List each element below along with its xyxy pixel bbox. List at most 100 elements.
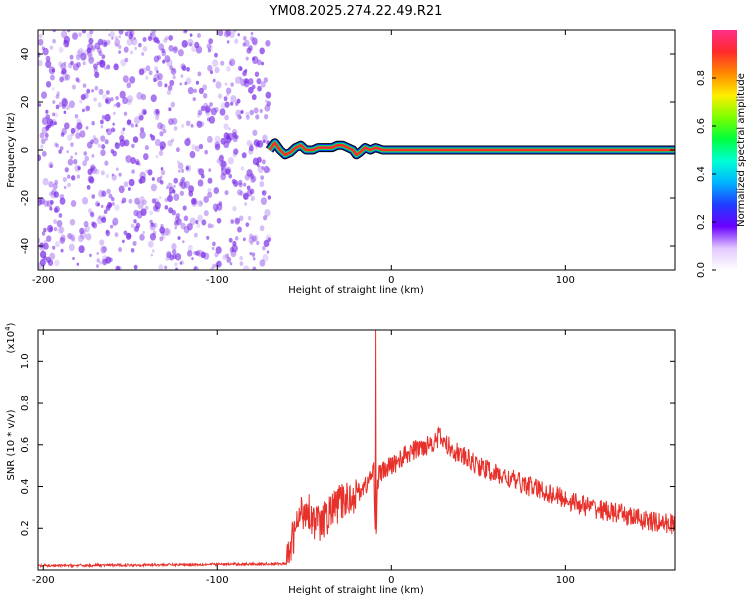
noise-dot [45, 55, 51, 62]
noise-dot [179, 190, 185, 197]
noise-dot [97, 38, 104, 46]
noise-dot [118, 35, 122, 39]
noise-dot [120, 130, 125, 136]
noise-dot [125, 155, 128, 160]
noise-dot [186, 223, 193, 231]
noise-dot [111, 196, 115, 202]
noise-dot [209, 70, 214, 75]
noise-dot [47, 224, 54, 233]
noise-dot [214, 52, 218, 58]
noise-dot [168, 118, 174, 126]
noise-dot [150, 94, 157, 103]
noise-dot [52, 245, 56, 250]
noise-dot [151, 249, 155, 253]
noise-dot [191, 197, 197, 205]
noise-dot [207, 223, 212, 229]
noise-dot [58, 213, 63, 218]
noise-dot [207, 64, 213, 72]
snr-scale-close: ) [6, 322, 17, 326]
noise-dot [118, 172, 122, 177]
noise-dot [42, 47, 49, 56]
noise-dot [240, 166, 245, 171]
noise-dot [229, 246, 235, 253]
noise-dot [111, 202, 115, 206]
noise-dot [109, 30, 115, 38]
noise-dot [54, 241, 60, 248]
noise-dot [239, 115, 242, 120]
spectrogram-y-axis: -40 -20 0 20 40 [20, 48, 675, 254]
noise-dot [243, 182, 247, 187]
noise-dot [168, 44, 174, 52]
noise-dot [123, 139, 130, 147]
noise-dot [197, 71, 202, 77]
noise-dot [98, 189, 105, 198]
noise-dot [196, 120, 201, 127]
noise-dot [227, 157, 234, 165]
noise-dot [167, 84, 173, 91]
noise-dot [233, 30, 237, 33]
noise-dot [264, 104, 271, 112]
noise-dot [74, 113, 79, 119]
noise-dot [224, 101, 230, 108]
noise-dot [267, 167, 272, 173]
noise-dot [151, 198, 156, 204]
noise-dot [98, 51, 103, 57]
noise-dot [123, 230, 128, 236]
noise-dot [252, 157, 259, 166]
noise-dot [79, 227, 85, 235]
noise-dot [214, 135, 221, 143]
noise-dot [150, 183, 157, 192]
noise-dot [135, 123, 138, 128]
noise-dot [235, 135, 239, 139]
noise-dot [242, 192, 249, 201]
noise-dot [160, 123, 166, 131]
noise-dot [237, 114, 242, 120]
noise-dot [140, 93, 147, 101]
noise-dot [95, 264, 100, 268]
noise-dot [239, 255, 244, 261]
noise-dot [246, 139, 252, 147]
noise-dot [131, 143, 135, 149]
noise-dot [103, 41, 108, 47]
noise-dot [225, 30, 232, 37]
noise-dot [44, 137, 48, 141]
noise-dot [242, 42, 246, 47]
noise-dot [153, 77, 157, 83]
noise-dot [267, 195, 272, 200]
noise-dot [209, 102, 213, 107]
noise-dot [155, 154, 159, 159]
noise-dot [261, 159, 266, 165]
noise-dot [68, 232, 75, 241]
noise-dot [196, 249, 203, 257]
noise-dot [89, 30, 94, 35]
noise-dot [137, 112, 144, 120]
noise-dot [142, 199, 147, 206]
noise-dot [127, 187, 131, 191]
noise-dot [139, 196, 145, 203]
noise-dot [102, 258, 108, 266]
noise-dot [185, 166, 189, 171]
noise-dot [250, 31, 254, 36]
noise-dot [242, 237, 246, 242]
y-tick-label: -20 [20, 190, 31, 206]
noise-dot [94, 71, 100, 79]
noise-dot [203, 252, 210, 260]
noise-dot [92, 135, 97, 140]
noise-dot [184, 30, 188, 33]
noise-dot [108, 193, 113, 199]
noise-dot [136, 92, 143, 100]
noise-dot [210, 223, 215, 229]
noise-dot [100, 204, 104, 209]
noise-dot [161, 48, 166, 54]
noise-dot [50, 190, 57, 199]
noise-dot [116, 102, 121, 108]
noise-dot [196, 32, 202, 39]
noise-dot [120, 59, 127, 67]
noise-dot [217, 30, 224, 37]
noise-dot [61, 97, 67, 104]
noise-dot [250, 195, 256, 201]
noise-dot [142, 37, 147, 42]
noise-dot [173, 177, 179, 184]
noise-dot [64, 167, 69, 173]
noise-dot [244, 68, 248, 73]
